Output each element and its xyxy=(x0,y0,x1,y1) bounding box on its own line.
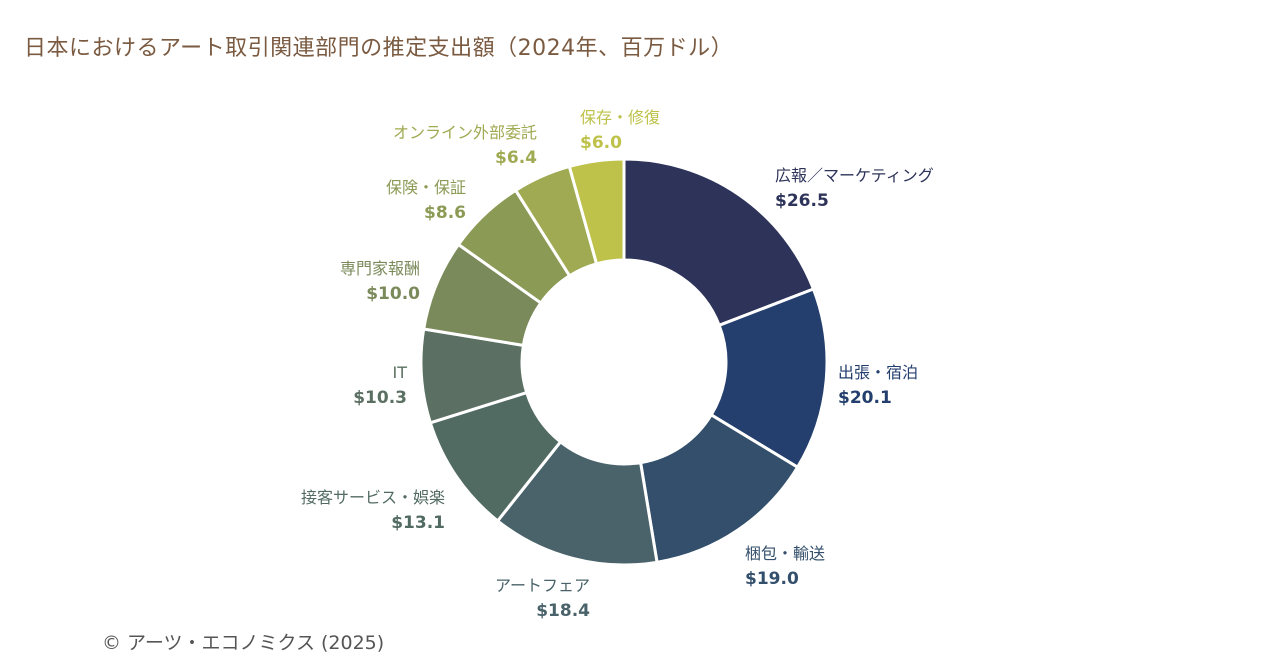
value-label: $20.1 xyxy=(838,388,892,408)
value-label: $10.3 xyxy=(353,388,407,408)
value-label: $10.0 xyxy=(366,284,420,304)
value-label: $8.6 xyxy=(424,203,466,223)
value-label: $13.1 xyxy=(391,513,445,533)
value-label: $6.0 xyxy=(580,133,622,153)
category-label: 接客サービス・娯楽 xyxy=(301,488,445,507)
category-label: オンライン外部委託 xyxy=(393,123,537,142)
category-label: 保険・保証 xyxy=(386,178,466,197)
credit: © アーツ・エコノミクス (2025) xyxy=(102,632,385,654)
value-label: $19.0 xyxy=(745,569,799,589)
category-label: 出張・宿泊 xyxy=(838,363,918,382)
category-label: 広報／マーケティング xyxy=(775,166,934,185)
value-label: $26.5 xyxy=(775,191,829,211)
category-label: 保存・修復 xyxy=(580,108,660,127)
donut-slice-9 xyxy=(567,157,626,266)
value-label: $6.4 xyxy=(495,148,537,168)
category-label: IT xyxy=(393,363,408,382)
category-label: 梱包・輸送 xyxy=(745,544,825,563)
chart-title: 日本におけるアート取引関連部門の推定支出額（2024年、百万ドル） xyxy=(24,36,734,61)
value-label: $18.4 xyxy=(536,601,590,621)
category-label: アートフェア xyxy=(495,576,590,595)
category-label: 専門家報酬 xyxy=(340,259,420,278)
donut-slice-0 xyxy=(622,157,816,328)
